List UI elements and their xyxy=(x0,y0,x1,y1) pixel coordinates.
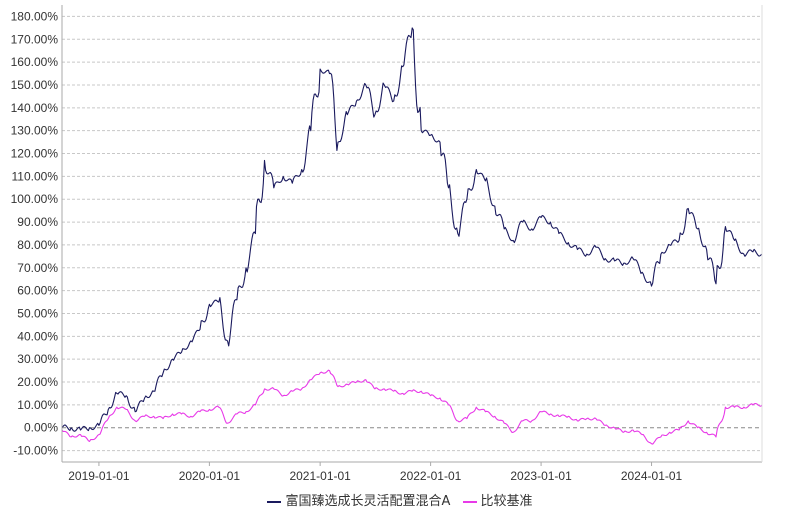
y-tick-label: 20.00% xyxy=(17,375,58,389)
y-tick-label: 70.00% xyxy=(17,261,58,275)
y-tick-label: 100.00% xyxy=(11,192,59,206)
series-group xyxy=(61,27,763,445)
legend-item-fund: 富国臻选成长灵活配置混合A xyxy=(267,490,450,509)
x-tick-label: 2021-01-01 xyxy=(289,469,351,483)
y-tick-label: 140.00% xyxy=(11,101,59,115)
series-line-benchmark xyxy=(61,369,763,445)
y-tick-label: 40.00% xyxy=(17,329,58,343)
x-tick-label: 2022-01-01 xyxy=(400,469,462,483)
legend-label-fund: 富国臻选成长灵活配置混合A xyxy=(285,494,451,509)
legend: 富国臻选成长灵活配置混合A 比较基准 xyxy=(0,490,800,509)
y-tick-label: 0.00% xyxy=(24,421,58,435)
legend-label-benchmark: 比较基准 xyxy=(480,494,533,509)
y-tick-label: 10.00% xyxy=(17,398,58,412)
y-tick-label: 130.00% xyxy=(11,124,59,138)
x-tick-label: 2020-01-01 xyxy=(179,469,241,483)
x-axis-tick-labels: 2019-01-01 2020-01-01 2021-01-01 2022-01-01… xyxy=(68,462,683,483)
gridlines xyxy=(62,15,762,452)
y-tick-label: 90.00% xyxy=(17,215,58,229)
axes xyxy=(61,5,763,463)
legend-swatch-fund xyxy=(267,500,282,503)
series-line-fund xyxy=(61,27,763,432)
y-tick-label: 180.00% xyxy=(11,9,59,23)
y-tick-label: 160.00% xyxy=(11,55,59,69)
y-axis-tick-labels: -10.00% 0.00% 10.00% 20.00% 30.00% 40.00% 50.0… xyxy=(11,9,59,457)
y-tick-label: 30.00% xyxy=(17,352,58,366)
y-tick-label: -10.00% xyxy=(13,444,58,458)
y-tick-label: 150.00% xyxy=(11,78,59,92)
y-tick-label: 170.00% xyxy=(11,32,59,46)
x-tick-label: 2023-01-01 xyxy=(510,469,572,483)
y-tick-label: 80.00% xyxy=(17,238,58,252)
y-tick-label: 110.00% xyxy=(12,169,59,183)
y-tick-label: 50.00% xyxy=(17,306,58,320)
x-tick-label: 2024-01-01 xyxy=(621,469,683,483)
legend-item-benchmark: 比较基准 xyxy=(462,490,533,509)
y-tick-label: 120.00% xyxy=(11,147,59,161)
y-tick-label: 60.00% xyxy=(17,284,58,298)
x-tick-label: 2019-01-01 xyxy=(68,469,130,483)
legend-swatch-benchmark xyxy=(462,500,477,503)
